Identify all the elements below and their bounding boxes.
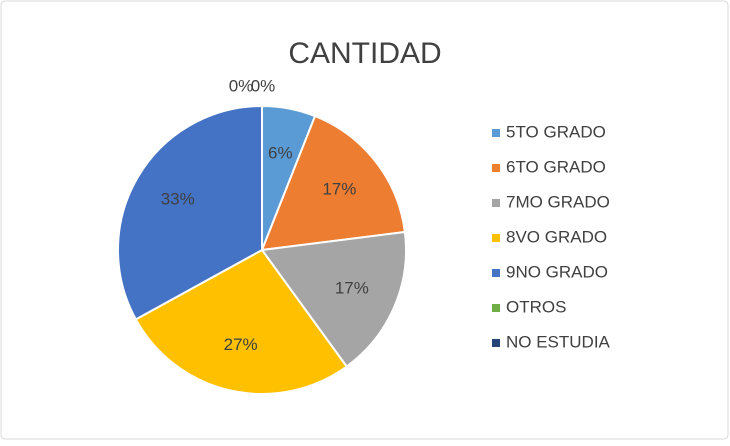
chart-title: CANTIDAD [288, 37, 441, 70]
legend-label: NO ESTUDIA [506, 332, 611, 351]
data-label: 17% [335, 278, 369, 297]
legend-label: OTROS [506, 297, 566, 316]
legend-label: 8VO GRADO [506, 227, 607, 246]
legend-swatch [492, 339, 500, 347]
pie-slice [134, 248, 349, 395]
legend-swatch [492, 269, 500, 277]
pie-slice [260, 230, 407, 368]
legend-label: 9NO GRADO [506, 262, 608, 281]
legend-swatch [492, 234, 500, 242]
legend-swatch [492, 129, 500, 137]
data-label: 27% [224, 335, 258, 354]
legend-swatch [492, 199, 500, 207]
pie-slice [117, 104, 263, 321]
data-label: 33% [161, 190, 195, 209]
pie-slice [260, 114, 406, 252]
legend-label: 6TO GRADO [506, 157, 606, 176]
data-label: 0% [229, 76, 254, 95]
data-label: 17% [322, 179, 356, 198]
legend-label: 7MO GRADO [506, 192, 610, 211]
legend-swatch [492, 304, 500, 312]
data-label: 6% [268, 143, 293, 162]
data-label: 0% [251, 76, 276, 95]
legend-label: 5TO GRADO [506, 122, 606, 141]
legend-swatch [492, 164, 500, 172]
